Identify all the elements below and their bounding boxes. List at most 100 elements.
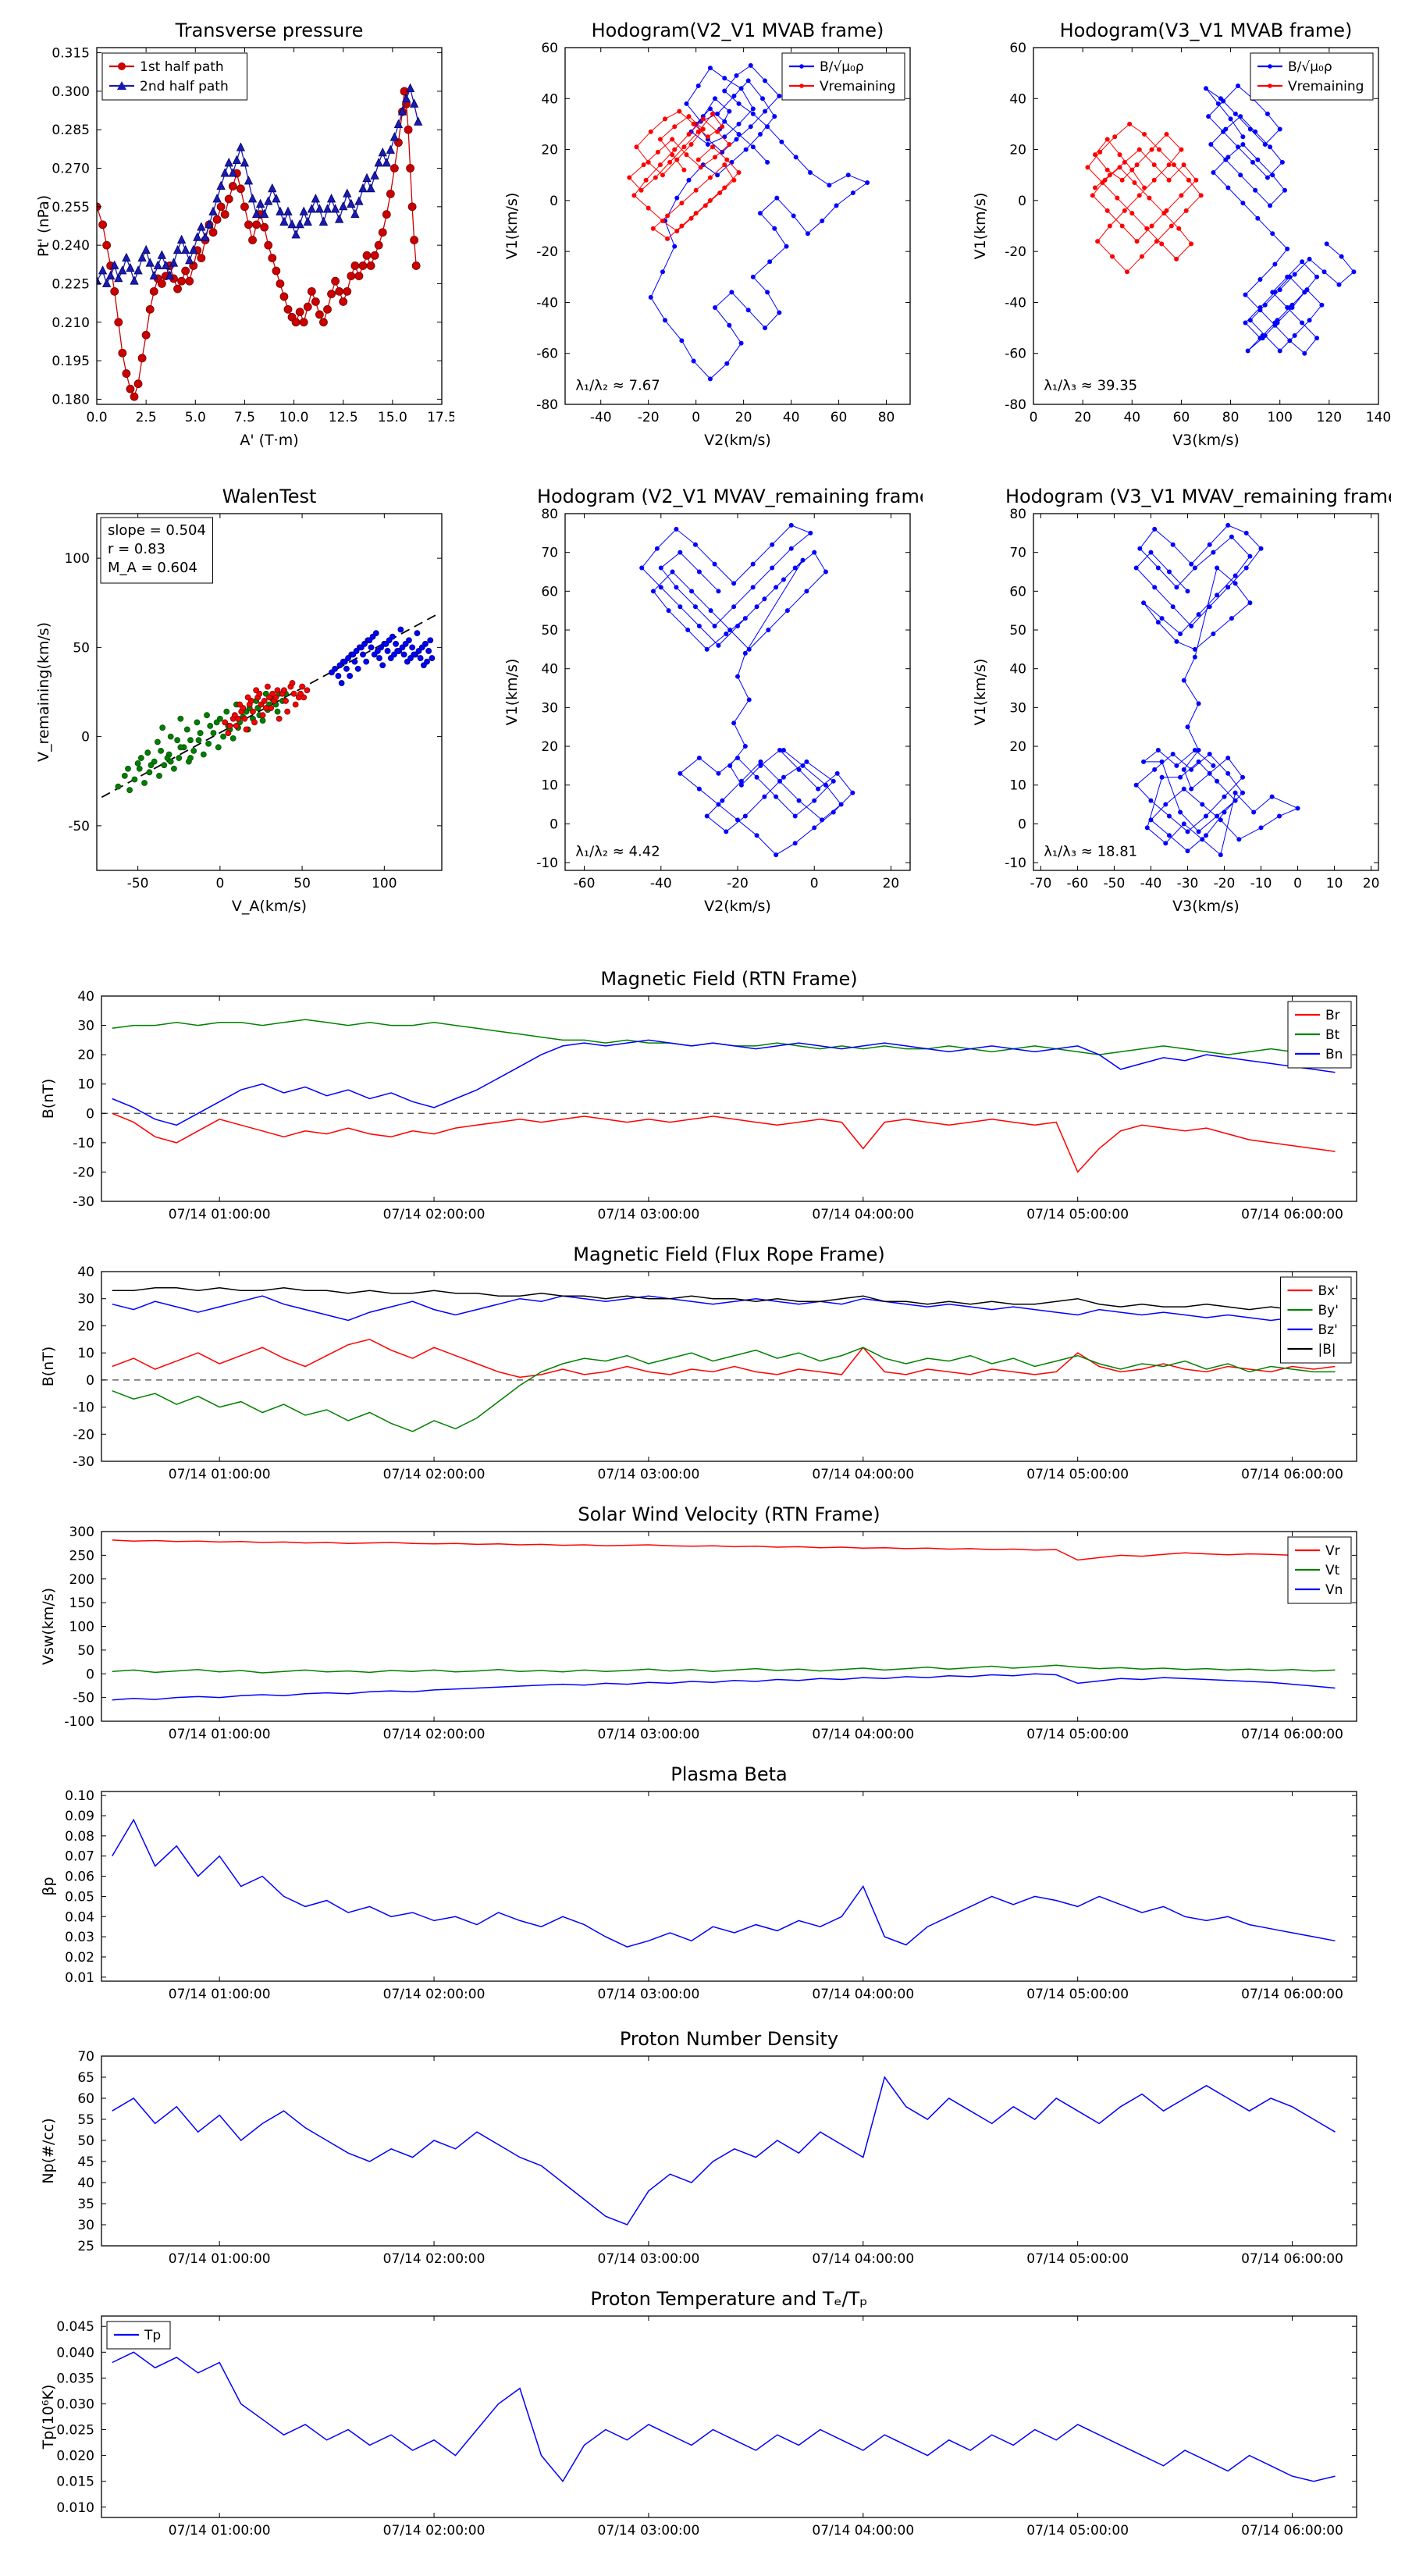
- svg-text:V1(km/s): V1(km/s): [972, 193, 989, 260]
- svg-text:20: 20: [1009, 739, 1026, 755]
- svg-text:λ₁/λ₃ ≈ 39.35: λ₁/λ₃ ≈ 39.35: [1044, 378, 1137, 394]
- hodogram-v2v1-mvab-plot: -40 -20 0 20 40 60 80 -80 -60 -40 -20 0 20 40 60 Hodogr…: [501, 12, 923, 453]
- svg-text:07/14 02:00:00: 07/14 02:00:00: [383, 1987, 486, 2002]
- svg-text:0: 0: [81, 730, 90, 745]
- svg-text:40: 40: [77, 989, 94, 1005]
- svg-text:0.03: 0.03: [65, 1930, 94, 1945]
- svg-text:60: 60: [541, 41, 558, 56]
- svg-text:300: 300: [69, 1525, 94, 1540]
- svg-text:20: 20: [883, 876, 900, 891]
- svg-text:0: 0: [86, 1373, 94, 1389]
- svg-text:0: 0: [692, 410, 700, 425]
- svg-text:V_remaining(km/s): V_remaining(km/s): [35, 622, 52, 762]
- svg-text:2.5: 2.5: [136, 410, 157, 425]
- svg-text:0.015: 0.015: [56, 2475, 94, 2490]
- svg-text:-30: -30: [73, 1454, 94, 1470]
- svg-text:30: 30: [77, 1019, 94, 1034]
- svg-text:07/14 05:00:00: 07/14 05:00:00: [1026, 1467, 1129, 1482]
- svg-text:100: 100: [1267, 410, 1292, 425]
- svg-text:0.035: 0.035: [56, 2371, 94, 2386]
- svg-text:50: 50: [1009, 623, 1026, 639]
- svg-text:0.025: 0.025: [56, 2423, 94, 2439]
- svg-text:80: 80: [1009, 507, 1026, 522]
- svg-text:B/√μ₀ρ: B/√μ₀ρ: [1288, 59, 1332, 75]
- svg-text:Hodogram(V2_V1 MVAB frame): Hodogram(V2_V1 MVAB frame): [592, 20, 884, 41]
- svg-text:0.04: 0.04: [65, 1909, 94, 1925]
- svg-text:20: 20: [1074, 410, 1091, 425]
- svg-text:120: 120: [1317, 410, 1342, 425]
- svg-text:0.02: 0.02: [65, 1950, 94, 1966]
- svg-text:07/14 05:00:00: 07/14 05:00:00: [1026, 1727, 1129, 1742]
- svg-text:0.040: 0.040: [56, 2345, 94, 2361]
- svg-text:60: 60: [1009, 584, 1026, 600]
- plasma-beta-panel: 07/14 01:00:00 07/14 02:00:00 07/14 03:00:…: [33, 1757, 1372, 2011]
- svg-text:07/14 06:00:00: 07/14 06:00:00: [1241, 1727, 1343, 1742]
- svg-text:10: 10: [1326, 876, 1343, 891]
- svg-text:12.5: 12.5: [329, 410, 358, 425]
- hodogram-v3v1-mvav-plot: -70 -60 -50 -40 -30 -20 -10 0 10 20 -10 0 10 20 30 40 50…: [969, 478, 1391, 919]
- svg-text:65: 65: [77, 2070, 94, 2086]
- svg-text:07/14 03:00:00: 07/14 03:00:00: [598, 1727, 700, 1742]
- svg-text:0.09: 0.09: [65, 1809, 94, 1824]
- svg-text:B(nT): B(nT): [40, 1347, 57, 1387]
- magnetic-field-rtn-panel: 07/14 01:00:00 07/14 02:00:00 07/14 03:00:…: [33, 962, 1372, 1231]
- svg-text:V2(km/s): V2(km/s): [704, 898, 771, 915]
- svg-text:07/14 02:00:00: 07/14 02:00:00: [383, 1467, 486, 1482]
- svg-text:55: 55: [77, 2112, 94, 2128]
- svg-text:0.210: 0.210: [52, 315, 90, 331]
- svg-text:0.06: 0.06: [65, 1870, 94, 1885]
- svg-text:80: 80: [878, 410, 895, 425]
- svg-text:0.045: 0.045: [56, 2319, 94, 2335]
- svg-text:40: 40: [541, 662, 558, 678]
- svg-text:0.195: 0.195: [52, 354, 90, 369]
- svg-text:10.0: 10.0: [279, 410, 309, 425]
- svg-text:-40: -40: [536, 295, 558, 311]
- svg-text:Pt' (nPa): Pt' (nPa): [35, 195, 52, 257]
- svg-text:βp: βp: [40, 1877, 57, 1895]
- svg-text:Hodogram (V2_V1 MVAV_remaining: Hodogram (V2_V1 MVAV_remaining frame): [537, 486, 923, 507]
- svg-text:07/14 03:00:00: 07/14 03:00:00: [598, 1467, 700, 1482]
- svg-text:07/14 06:00:00: 07/14 06:00:00: [1241, 1987, 1343, 2002]
- svg-text:30: 30: [77, 1292, 94, 1308]
- svg-text:60: 60: [1009, 41, 1026, 56]
- svg-text:-20: -20: [1214, 876, 1236, 891]
- svg-text:20: 20: [77, 1318, 94, 1334]
- svg-text:07/14 02:00:00: 07/14 02:00:00: [383, 2251, 486, 2267]
- svg-text:Br: Br: [1325, 1008, 1340, 1023]
- svg-text:Proton Number Density: Proton Number Density: [620, 2028, 838, 2050]
- svg-text:0.10: 0.10: [65, 1788, 94, 1804]
- svg-text:07/14 06:00:00: 07/14 06:00:00: [1241, 1467, 1343, 1482]
- svg-text:07/14 06:00:00: 07/14 06:00:00: [1241, 1207, 1343, 1222]
- svg-text:V1(km/s): V1(km/s): [972, 659, 989, 726]
- svg-text:0: 0: [86, 1667, 94, 1682]
- svg-text:-20: -20: [1005, 244, 1026, 260]
- svg-text:07/14 01:00:00: 07/14 01:00:00: [169, 2523, 271, 2539]
- svg-text:20: 20: [1009, 143, 1026, 158]
- svg-text:07/14 01:00:00: 07/14 01:00:00: [169, 2251, 271, 2267]
- svg-text:50: 50: [77, 2133, 94, 2149]
- svg-text:-100: -100: [64, 1714, 94, 1730]
- svg-text:07/14 01:00:00: 07/14 01:00:00: [169, 1207, 271, 1222]
- svg-text:V1(km/s): V1(km/s): [503, 659, 521, 726]
- svg-text:07/14 04:00:00: 07/14 04:00:00: [812, 2523, 914, 2539]
- svg-text:50: 50: [77, 1643, 94, 1659]
- svg-text:07/14 04:00:00: 07/14 04:00:00: [812, 1727, 914, 1742]
- svg-text:-50: -50: [1104, 876, 1126, 891]
- svg-text:Vremaining: Vremaining: [820, 79, 895, 94]
- svg-text:40: 40: [77, 1265, 94, 1280]
- svg-text:V2(km/s): V2(km/s): [704, 432, 771, 449]
- svg-text:V3(km/s): V3(km/s): [1172, 432, 1240, 449]
- svg-text:07/14 04:00:00: 07/14 04:00:00: [812, 1467, 914, 1482]
- svg-text:V1(km/s): V1(km/s): [503, 193, 521, 260]
- svg-text:07/14 05:00:00: 07/14 05:00:00: [1026, 2251, 1129, 2267]
- svg-text:Hodogram (V3_V1 MVAV_remaining: Hodogram (V3_V1 MVAV_remaining frame): [1005, 486, 1391, 507]
- svg-text:Magnetic Field (Flux Rope Fram: Magnetic Field (Flux Rope Frame): [573, 1244, 884, 1265]
- svg-text:Proton Temperature and Tₑ/Tₚ: Proton Temperature and Tₑ/Tₚ: [590, 2288, 867, 2310]
- svg-text:0.240: 0.240: [52, 238, 90, 254]
- svg-text:-50: -50: [68, 819, 90, 834]
- svg-text:07/14 03:00:00: 07/14 03:00:00: [598, 2523, 700, 2539]
- svg-text:-20: -20: [73, 1165, 94, 1180]
- svg-text:0: 0: [86, 1106, 94, 1122]
- svg-text:0.07: 0.07: [65, 1849, 94, 1865]
- svg-text:0: 0: [550, 194, 558, 209]
